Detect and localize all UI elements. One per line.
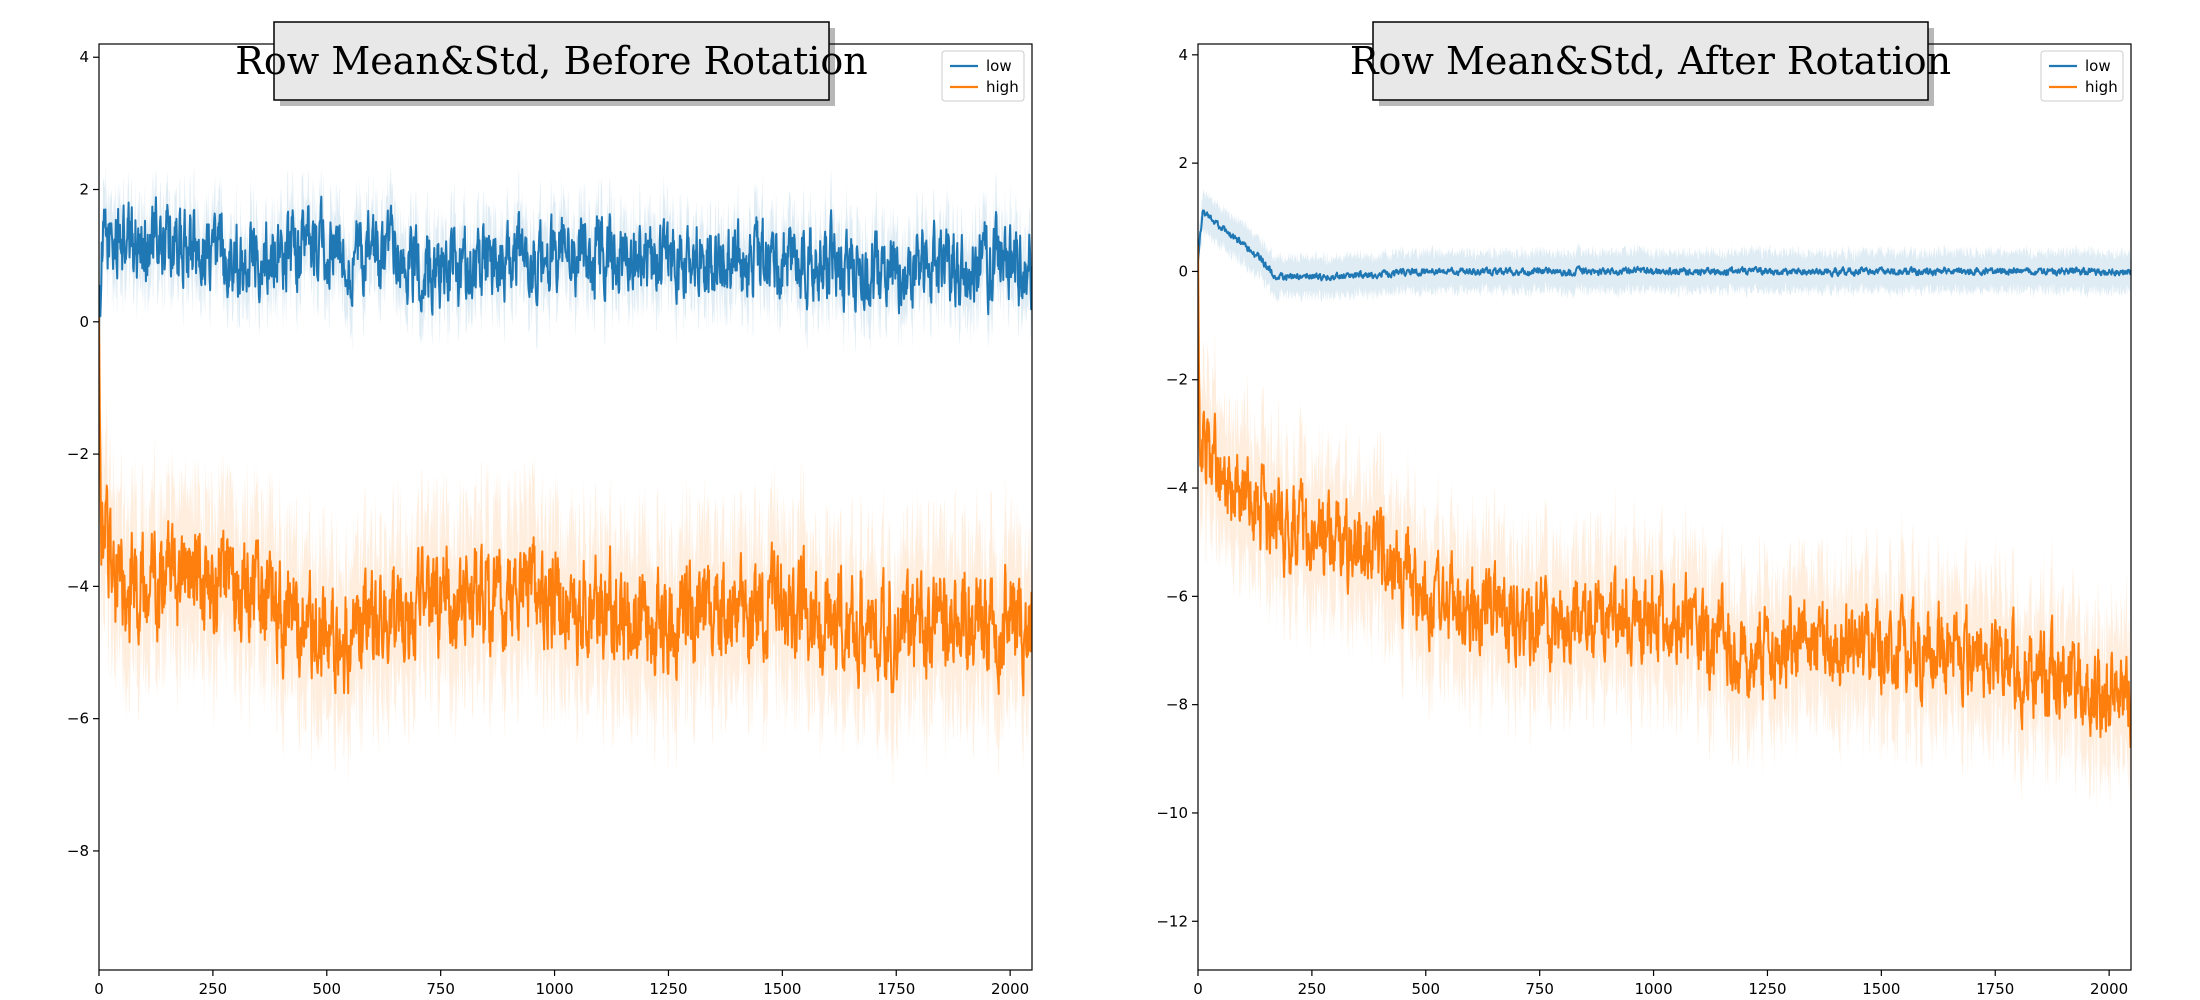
y-tick-label: −2	[67, 445, 89, 463]
x-tick-label: 0	[1193, 980, 1203, 998]
legend: low high	[941, 50, 1025, 102]
legend-label-low: low	[2085, 57, 2111, 75]
y-tick-label: 2	[79, 181, 89, 199]
chart-title: Row Mean&Std, Before Rotation	[235, 21, 868, 106]
x-tick-label: 500	[1411, 980, 1440, 998]
y-tick-label: −4	[1166, 479, 1188, 497]
plot-frame	[98, 43, 1033, 971]
x-tick-label: 2000	[991, 980, 1029, 998]
std-band-low	[99, 163, 1032, 368]
chart-panel-2: 0 250 500 750 1000 1250 1500 1750 2000 −12 −10 −8 −6…	[1156, 21, 2132, 998]
x-tick-label: 1250	[1748, 980, 1786, 998]
y-tick-label: −8	[1166, 696, 1188, 714]
x-tick-label: 1500	[763, 980, 801, 998]
y-tick-label: −8	[67, 842, 89, 860]
series-line-high	[99, 316, 1032, 697]
y-tick-label: −10	[1156, 804, 1188, 822]
chart-title: Row Mean&Std, After Rotation	[1350, 21, 1951, 106]
legend-label-high: high	[986, 78, 1019, 96]
y-tick-label: 4	[79, 48, 89, 66]
y-tick-label: −2	[1166, 371, 1188, 389]
x-tick-label: 1000	[1634, 980, 1672, 998]
y-tick-label: 0	[79, 313, 89, 331]
x-tick-label: 750	[1525, 980, 1554, 998]
series-line-high	[1198, 245, 2131, 748]
x-tick-label: 500	[312, 980, 341, 998]
y-tick-label: −12	[1156, 912, 1188, 930]
y-tick-label: −4	[67, 577, 89, 595]
series-line-low	[99, 195, 1032, 328]
std-band-high	[99, 231, 1032, 791]
legend-label-high: high	[2085, 78, 2118, 96]
y-tick-label: −6	[67, 710, 89, 728]
x-tick-label: 750	[426, 980, 455, 998]
x-tick-label: 250	[199, 980, 228, 998]
y-tick-label: 0	[1178, 262, 1188, 280]
legend-label-low: low	[986, 57, 1012, 75]
y-tick-label: 4	[1178, 46, 1188, 64]
std-band-low	[1198, 189, 2131, 304]
x-tick-label: 1250	[649, 980, 687, 998]
x-tick-label: 250	[1298, 980, 1327, 998]
x-tick-label: 1000	[535, 980, 573, 998]
x-tick-label: 1750	[877, 980, 915, 998]
x-tick-label: 2000	[2090, 980, 2128, 998]
chart-panel-1: 0 250 500 750 1000 1250 1500 1750 2000 −8 −6 −4 −2 0 2…	[67, 21, 1033, 998]
legend: low high	[2040, 50, 2124, 102]
x-tick-label: 0	[94, 980, 104, 998]
x-tick-label: 1500	[1862, 980, 1900, 998]
chart-title-text: Row Mean&Std, After Rotation	[1350, 39, 1951, 83]
y-tick-label: 2	[1178, 154, 1188, 172]
chart-title-text: Row Mean&Std, Before Rotation	[235, 39, 868, 83]
series-line-low	[1198, 209, 2131, 282]
x-tick-label: 1750	[1976, 980, 2014, 998]
y-tick-label: −6	[1166, 587, 1188, 605]
